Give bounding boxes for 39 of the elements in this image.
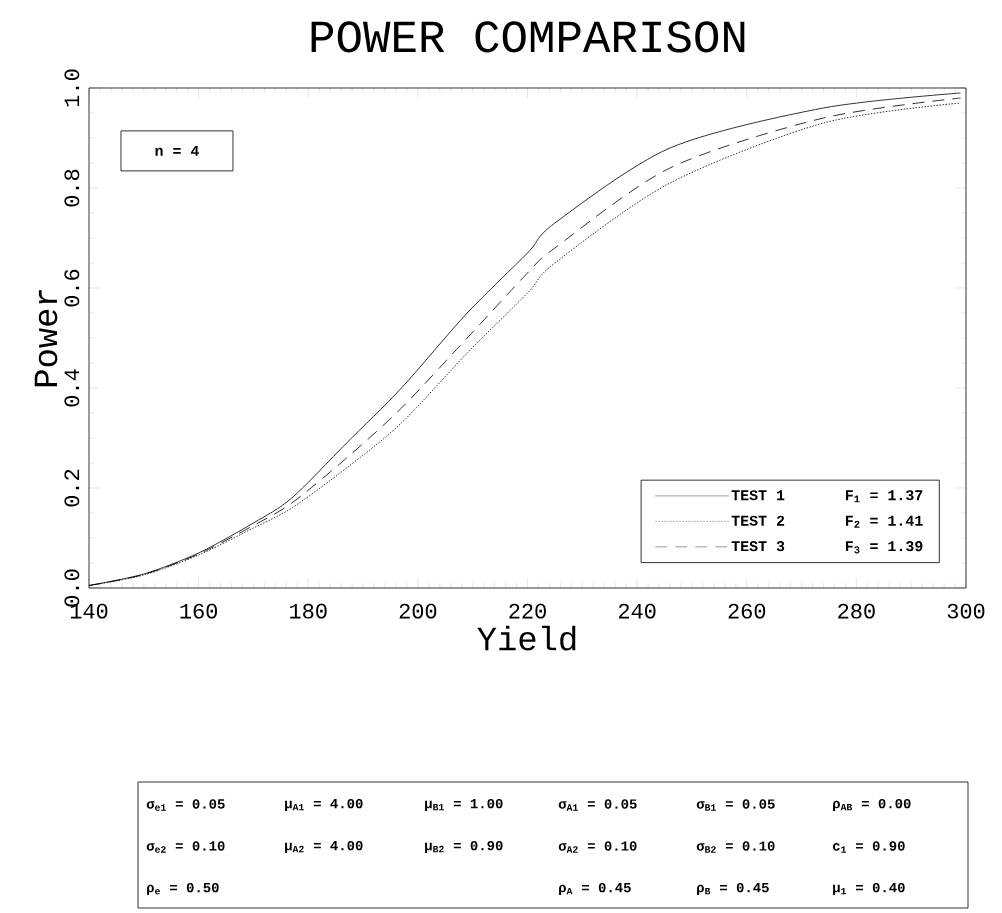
text: ρ$_{A}$ = 0.45 [559, 882, 631, 896]
x-tick-label: 220 [509, 603, 546, 619]
text: σ$_{A1}$ = 0.05 [558, 799, 637, 811]
annotation: F$_{2}$ = 1.41 [846, 515, 923, 528]
y-axis-title: Power [34, 290, 58, 387]
text: σ$_{A2}$ = 0.10 [558, 841, 637, 853]
x-tick-label: 240 [618, 603, 656, 619]
text: σ$_{e2}$ = 0.10 [146, 841, 225, 853]
y-tick-label: 0.6 [64, 269, 80, 307]
text: σ$_{B2}$ = 0.10 [696, 841, 775, 853]
x-tick-label: 300 [947, 603, 985, 619]
text: ρ$_{B}$ = 0.45 [697, 882, 769, 896]
x-tick-label: 200 [399, 603, 437, 619]
text: ρ$_{e}$ = 0.50 [147, 882, 219, 896]
chart-title: POWER COMPARISON [311, 21, 745, 53]
legend-label: TEST 2 [731, 515, 785, 526]
text: σ$_{B1}$ = 0.05 [696, 799, 775, 811]
text: μ$_{A2}$ = 4.00 [285, 840, 363, 854]
text: ρ$_{AB}$ = 0.00 [833, 798, 911, 812]
text: μ$_{1}$ = 0.40 [833, 882, 905, 896]
x-axis-title: Yield [477, 625, 576, 651]
x-tick-label: 260 [728, 603, 766, 619]
y-tick-label: 0.2 [64, 469, 80, 507]
text: μ$_{B2}$ = 0.90 [425, 840, 503, 854]
y-tick-label: 1.0 [64, 69, 80, 107]
legend-label: TEST 1 [731, 490, 785, 501]
legend-label: TEST 3 [731, 541, 785, 552]
text: c$_{1}$ = 0.90 [832, 841, 905, 853]
annotation: F$_{3}$ = 1.39 [846, 541, 923, 554]
annotation: F$_{1}$ = 1.37 [846, 490, 923, 503]
x-tick-label: 280 [838, 603, 875, 619]
text: μ$_{A1}$ = 4.00 [285, 798, 363, 812]
text: σ$_{e1}$ = 0.05 [146, 799, 225, 811]
y-tick-label: 0.4 [64, 369, 80, 407]
x-tick-label: 180 [290, 603, 327, 619]
x-tick-label: 160 [180, 603, 218, 619]
annotation: n = 4 [155, 145, 199, 156]
y-tick-label: 0.8 [64, 169, 80, 207]
text: μ$_{B1}$ = 1.00 [425, 798, 503, 812]
